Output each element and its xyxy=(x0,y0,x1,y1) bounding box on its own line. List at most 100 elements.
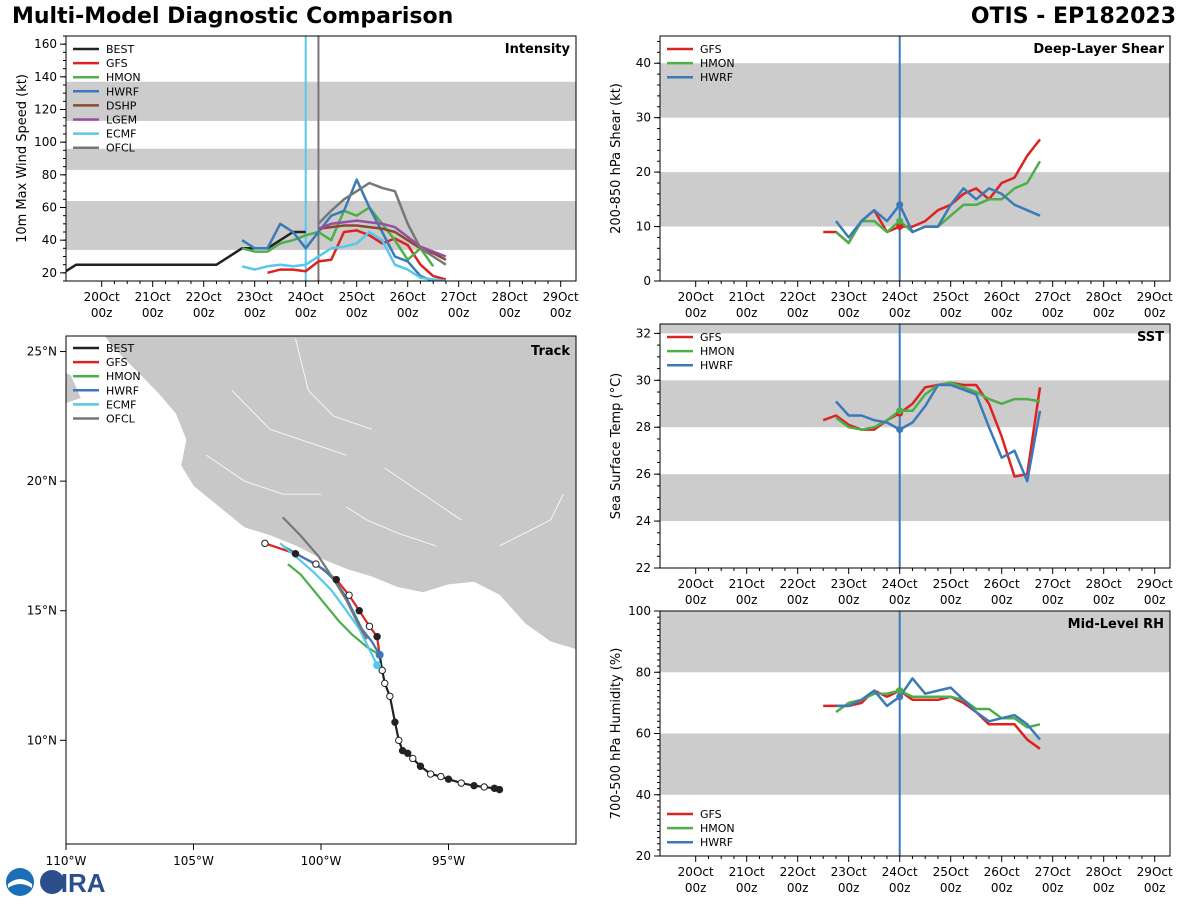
x-tick-label-date: 22Oct xyxy=(780,290,816,304)
series-marker-hwrf xyxy=(896,201,904,209)
track-point-best xyxy=(444,775,453,783)
track-point-best xyxy=(395,736,403,745)
plot-area xyxy=(66,336,576,794)
track-point-forecast xyxy=(261,539,269,548)
x-tick-label-hour: 00z xyxy=(736,306,758,320)
baja-landmass xyxy=(66,372,82,404)
threshold-band xyxy=(660,474,1170,522)
x-tick-label-hour: 00z xyxy=(142,306,164,320)
x-tick-label-date: 24Oct xyxy=(288,290,324,304)
x-tick-label-hour: 00z xyxy=(1144,881,1166,895)
track-point-best xyxy=(386,692,394,700)
state-border xyxy=(346,506,436,547)
state-border xyxy=(384,467,462,521)
x-tick-label-date: 25Oct xyxy=(933,290,969,304)
track-point-best xyxy=(391,718,399,726)
y-tick-label: 60 xyxy=(42,201,57,215)
x-tick-label-hour: 00z xyxy=(193,306,215,320)
y-tick-label: 10 xyxy=(636,220,651,234)
x-tick-label-date: 21Oct xyxy=(729,577,765,591)
x-tick-label-hour: 00z xyxy=(940,593,962,607)
x-tick-label-hour: 00z xyxy=(1042,306,1064,320)
y-tick-label: 15°N xyxy=(27,604,57,618)
series-line-lgem xyxy=(317,219,447,258)
legend-label: HMON xyxy=(106,71,141,84)
legend-label: GFS xyxy=(700,43,722,56)
panel-shear: 0 10 20 30 40 20Oct 00z 21Oct 00z 22Oct 00z 23Oct 00… xyxy=(609,35,1173,320)
legend-label: OFCL xyxy=(106,413,136,426)
state-border xyxy=(206,454,321,495)
x-tick-label-hour: 00z xyxy=(838,306,860,320)
series-line-gfs xyxy=(267,229,447,281)
x-tick-label-date: 21Oct xyxy=(135,290,171,304)
plot-area xyxy=(660,324,1170,568)
track-point-forecast xyxy=(355,607,363,615)
x-tick-label-hour: 00z xyxy=(1093,593,1115,607)
x-tick-label-date: 22Oct xyxy=(186,290,222,304)
legend-label: BEST xyxy=(106,43,134,56)
legend-label: GFS xyxy=(106,57,128,70)
y-tick-label: 60 xyxy=(636,727,651,741)
series-line-hwrf xyxy=(835,187,1041,239)
x-tick-label-date: 27Oct xyxy=(1035,577,1071,591)
y-axis-label: Sea Surface Temp (°C) xyxy=(609,373,624,520)
y-tick-label: 28 xyxy=(636,420,651,434)
y-tick-label: 30 xyxy=(636,111,651,125)
track-start-marker xyxy=(375,650,384,659)
track-line-hmon xyxy=(287,563,381,656)
x-tick-label: 95°W xyxy=(432,854,465,868)
legend-label: ECMF xyxy=(106,398,136,411)
track-point-best xyxy=(398,746,407,755)
legend-label: BEST xyxy=(106,342,134,355)
series-marker-hwrf xyxy=(896,693,904,701)
legend-label: HWRF xyxy=(106,85,139,98)
x-tick-label: 100°W xyxy=(301,854,342,868)
x-tick-label-hour: 00z xyxy=(838,593,860,607)
panel-title: Deep-Layer Shear xyxy=(1033,42,1164,57)
y-tick-label: 40 xyxy=(42,233,57,247)
x-tick-label-date: 23Oct xyxy=(831,865,867,879)
x-tick-label-date: 25Oct xyxy=(339,290,375,304)
track-point-best xyxy=(381,679,389,688)
x-tick-label: 105°W xyxy=(173,854,214,868)
storm-identifier: OTIS - EP182023 xyxy=(970,4,1176,29)
legend-label: HMON xyxy=(700,345,735,358)
y-tick-label: 30 xyxy=(636,373,651,387)
x-tick-label-hour: 00z xyxy=(991,306,1013,320)
y-tick-label: 24 xyxy=(636,514,651,528)
y-tick-label: 80 xyxy=(636,665,651,679)
track-point-forecast xyxy=(332,575,340,584)
track-point-best xyxy=(490,784,499,792)
cira-logo-text: CIRA xyxy=(42,868,106,898)
y-tick-label: 100 xyxy=(628,604,651,618)
threshold-band xyxy=(66,200,576,250)
x-tick-label-date: 25Oct xyxy=(933,865,969,879)
x-tick-label-hour: 00z xyxy=(1093,306,1115,320)
track-point-forecast xyxy=(345,591,353,599)
legend-label: HWRF xyxy=(700,836,733,849)
x-tick-label-date: 27Oct xyxy=(1035,290,1071,304)
x-tick-label-hour: 00z xyxy=(736,881,758,895)
x-tick-label-date: 26Oct xyxy=(390,290,426,304)
series-marker-hwrf xyxy=(896,426,904,434)
x-tick-label-hour: 00z xyxy=(1042,881,1064,895)
y-tick-label: 20°N xyxy=(27,474,57,488)
x-tick-label-hour: 00z xyxy=(787,881,809,895)
x-tick-label-date: 23Oct xyxy=(831,577,867,591)
x-tick-label-date: 20Oct xyxy=(678,290,714,304)
legend-label: HMON xyxy=(700,822,735,835)
track-point-best xyxy=(457,779,465,787)
series-marker-hmon xyxy=(896,687,904,695)
x-tick-label-date: 24Oct xyxy=(882,290,918,304)
x-tick-label-date: 29Oct xyxy=(1137,865,1173,879)
panel-title: Mid-Level RH xyxy=(1068,617,1164,632)
cira-globe-icon xyxy=(40,870,64,894)
legend-label: GFS xyxy=(700,331,722,344)
x-tick-label-date: 26Oct xyxy=(984,577,1020,591)
x-tick-label-date: 23Oct xyxy=(831,290,867,304)
series-line-ofcl xyxy=(317,181,447,266)
x-tick-label-date: 28Oct xyxy=(1086,290,1122,304)
y-tick-label: 40 xyxy=(636,788,651,802)
x-tick-label-hour: 00z xyxy=(889,881,911,895)
x-tick-label-date: 20Oct xyxy=(678,577,714,591)
